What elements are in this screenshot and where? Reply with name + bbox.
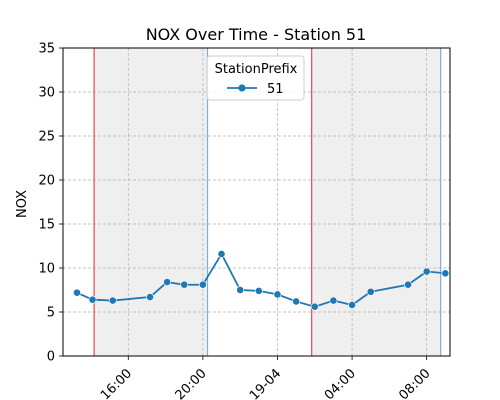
data-point	[88, 295, 97, 304]
legend: StationPrefix 51	[206, 55, 305, 101]
data-point	[404, 280, 412, 289]
data-point	[217, 250, 226, 258]
data-point	[366, 287, 375, 296]
data-point	[348, 301, 356, 309]
y-tick-label: 5	[47, 306, 55, 321]
data-point	[108, 296, 117, 305]
data-point	[292, 297, 301, 306]
y-axis-label: NOX	[15, 190, 30, 218]
data-point	[163, 278, 172, 286]
legend-series-label: 51	[267, 82, 284, 97]
y-tick-label: 15	[38, 218, 55, 233]
shaded-period	[311, 48, 441, 356]
legend-point-marker	[238, 84, 246, 92]
plot-frame	[62, 47, 451, 357]
y-tick-label: 20	[38, 174, 55, 189]
legend-title: StationPrefix	[215, 62, 298, 77]
chart-title: NOX Over Time - Station 51	[146, 25, 367, 44]
data-point	[329, 296, 338, 305]
data-point	[198, 280, 207, 289]
shaded-period	[94, 48, 208, 356]
y-tick-label: 35	[38, 42, 55, 57]
data-point	[146, 293, 154, 301]
y-tick-label: 10	[38, 262, 55, 277]
y-tick-label: 30	[38, 86, 55, 101]
y-tick-label: 25	[38, 130, 55, 145]
y-tick-label: 0	[47, 350, 55, 365]
data-point	[180, 280, 189, 289]
data-point	[422, 267, 431, 276]
data-point	[236, 286, 245, 294]
data-point	[273, 290, 282, 299]
data-point	[310, 302, 319, 311]
data-point	[73, 288, 81, 297]
data-point	[441, 269, 450, 278]
data-point	[254, 286, 263, 295]
legend-box	[206, 55, 305, 101]
